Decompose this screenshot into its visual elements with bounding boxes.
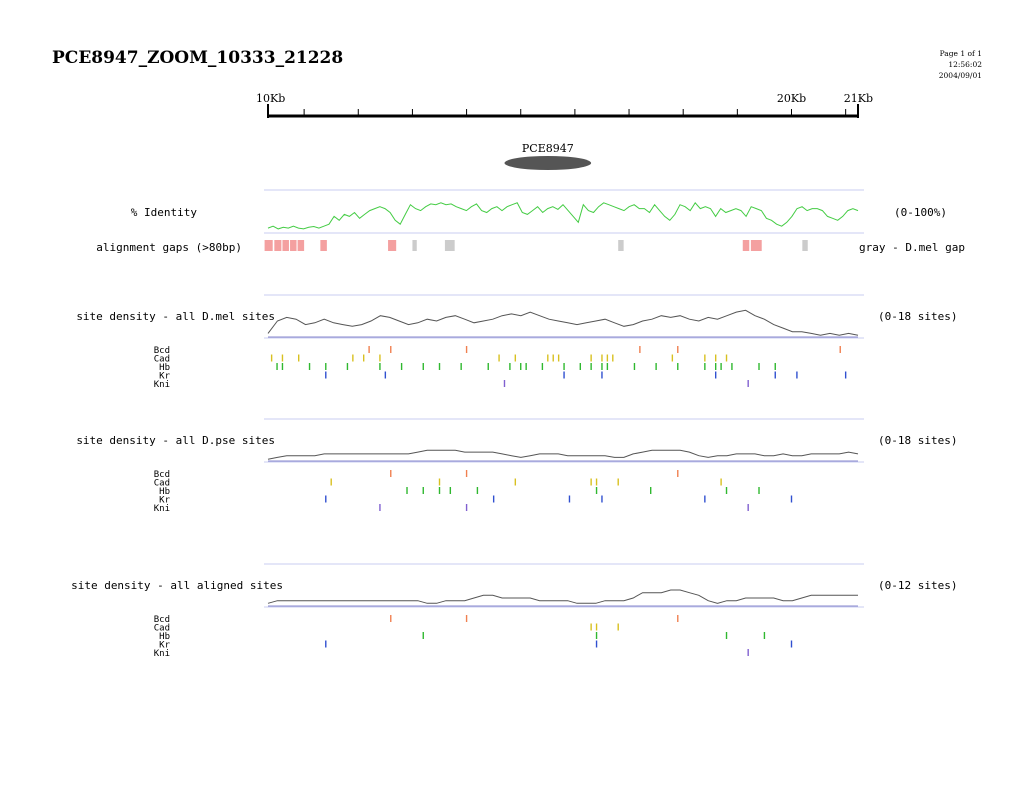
density-range: (0-18 sites) <box>878 310 957 323</box>
gap-block <box>802 240 808 251</box>
factor-label: Bcd <box>154 470 170 480</box>
print-time: 12:56:02 <box>948 60 982 69</box>
factor-label: Bcd <box>154 615 170 625</box>
factor-label: Kr <box>159 496 170 506</box>
density-series-line <box>267 449 859 460</box>
ruler-label: 20Kb <box>777 92 806 105</box>
factor-label: Kr <box>159 372 170 382</box>
factor-label: Hb <box>159 632 170 642</box>
factor-label: Kni <box>154 649 170 659</box>
gap-block <box>618 240 624 251</box>
identity-label: % Identity <box>131 206 198 219</box>
gap-block <box>412 240 417 251</box>
gap-block <box>290 240 297 251</box>
print-date: 2004/09/01 <box>938 71 982 80</box>
identity-range: (0-100%) <box>894 206 947 219</box>
factor-label: Cad <box>154 355 170 365</box>
gap-block <box>444 240 455 251</box>
gap-block <box>750 240 762 251</box>
density-range: (0-12 sites) <box>878 579 957 592</box>
element-label: PCE8947 <box>522 142 574 155</box>
factor-label: Kni <box>154 380 170 390</box>
gaps-label: alignment gaps (>80bp) <box>96 241 242 254</box>
ruler-label: 21Kb <box>844 92 873 105</box>
gap-block <box>320 240 327 251</box>
density-label: site density - all D.pse sites <box>76 434 275 447</box>
ruler-label: 10Kb <box>256 92 285 105</box>
gap-block <box>388 240 397 251</box>
density-series-line <box>267 589 858 604</box>
gaps-note: gray - D.mel gap <box>859 241 965 254</box>
gap-block <box>742 240 750 251</box>
page-title: PCE8947_ZOOM_10333_21228 <box>52 48 344 68</box>
factor-label: Cad <box>154 624 170 634</box>
factor-label: Kr <box>159 641 170 651</box>
element-ellipse <box>504 156 592 170</box>
factor-label: Hb <box>159 487 170 497</box>
factor-label: Hb <box>159 363 170 373</box>
density-label: site density - all D.mel sites <box>76 310 275 323</box>
gap-block <box>274 240 282 251</box>
factor-label: Kni <box>154 504 170 514</box>
page-count: Page 1 of 1 <box>939 49 982 58</box>
density-range: (0-18 sites) <box>878 434 957 447</box>
factor-label: Bcd <box>154 346 170 356</box>
identity-series-line <box>267 201 859 230</box>
density-label: site density - all aligned sites <box>71 579 283 592</box>
gap-block <box>282 240 289 251</box>
gap-block <box>297 240 305 251</box>
gap-block <box>264 240 273 251</box>
factor-label: Cad <box>154 479 170 489</box>
density-series-line <box>267 309 859 336</box>
